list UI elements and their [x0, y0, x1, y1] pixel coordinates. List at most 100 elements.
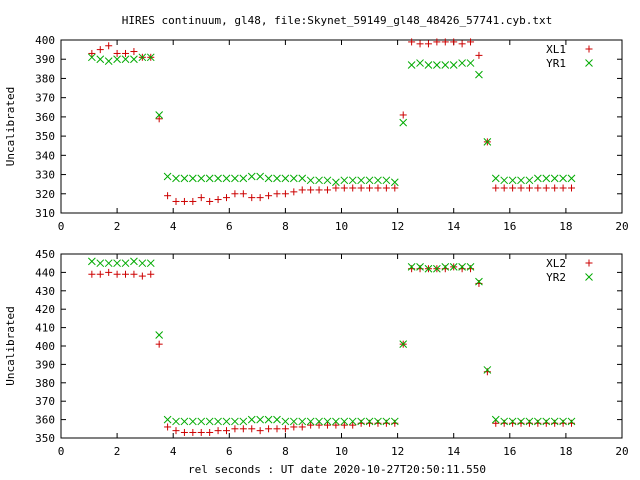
panel-2-YR2-point-b	[256, 415, 265, 424]
panel-2-YR2-point	[550, 417, 559, 426]
panel-1-YR1-point-b	[256, 172, 265, 181]
panel-1-XL1-point	[542, 184, 550, 192]
panel-2-YR2-point-b	[567, 417, 576, 426]
panel-1-YR1-point	[146, 53, 155, 62]
panel-2-YR2-point-b	[130, 257, 138, 266]
panel-2-YR2-point	[483, 366, 492, 374]
panel-1-YR1-point-b	[88, 53, 96, 62]
panel-2-xtick-label: 6	[226, 445, 233, 458]
panel-1-XL1-point	[391, 184, 399, 192]
panel-2-YR2-point-b	[416, 263, 424, 271]
panel-2-YR2-point-b	[146, 259, 155, 268]
panel-1-YR1-point-b	[424, 61, 433, 69]
panel-2-YR2-point-b	[205, 417, 214, 426]
panel-1-YR1-point	[130, 55, 138, 64]
panel-2-YR2-point-b	[365, 417, 374, 426]
panel-2-YR2-point-b	[104, 259, 113, 268]
panel-1-YR1-point-b	[449, 61, 458, 69]
panel-2-ytick-label: 450	[35, 248, 55, 261]
panel-1-YR1-point-b	[281, 174, 290, 183]
panel-1-YR1-point-b	[340, 176, 349, 185]
panel-1-YR1-point	[113, 55, 121, 64]
panel-1-YR1-point-b	[483, 138, 492, 146]
panel-2-YR2-point-b	[281, 417, 290, 426]
panel-1-YR1-point-b	[172, 174, 180, 183]
panel-1-YR1-point-b	[104, 57, 113, 65]
panel-2-XL2-point	[197, 428, 205, 436]
panel-2-YR2-point	[264, 415, 273, 424]
panel-1-XL1-point	[298, 186, 306, 194]
panel-1-series-XL1	[88, 38, 576, 205]
panel-2-XL2-point	[88, 270, 96, 278]
panel-1-ytick-label: 330	[35, 169, 55, 182]
panel-2-xtick-label: 10	[335, 445, 348, 458]
panel-1-YR1-point	[315, 176, 323, 185]
panel-2-legend-label: YR2	[546, 271, 566, 284]
panel-2-YR2-point-b	[533, 417, 542, 426]
panel-2-YR2-point	[104, 259, 113, 268]
panel-1-legend-label: YR1	[546, 57, 566, 70]
panel-1-YR1-point	[399, 118, 408, 127]
panel-1-YR1-point	[365, 176, 374, 185]
panel-2-XL2-point	[96, 270, 104, 278]
panel-1-XL1-point	[315, 186, 323, 194]
panel-2-XL2-point	[256, 427, 264, 435]
panel-2-YR2-point-b	[96, 259, 105, 268]
panel-1-ytick-label: 310	[35, 207, 55, 220]
panel-2-YR2-point	[172, 417, 180, 426]
panel-2-YR2-point-b	[475, 277, 483, 286]
panel-1-ytick-label: 390	[35, 53, 55, 66]
panel-1-XL1-point	[408, 38, 416, 46]
panel-1-YR1-point	[188, 174, 197, 183]
panel-2-YR2-point-b	[348, 417, 357, 426]
panel-2-YR2-point	[416, 263, 424, 271]
panel-2-xtick-label: 20	[615, 445, 628, 458]
panel-1-xtick-label: 10	[335, 220, 348, 233]
panel-2-YR2-point-b	[264, 415, 273, 424]
panel-2-YR2-point-b	[550, 417, 559, 426]
panel-2-YR2-point	[239, 417, 248, 426]
panel-2-YR2-point-b	[298, 417, 307, 426]
panel-1-YR1-point	[247, 172, 256, 181]
panel-1-YR1-point-b	[441, 61, 450, 69]
panel-2-YR2-point	[289, 417, 298, 426]
panel-1-YR1-point	[289, 174, 298, 183]
panel-1-YR1-point	[517, 176, 525, 185]
panel-1-legend-marker	[585, 45, 593, 53]
panel-1-YR1-point	[332, 178, 340, 187]
panel-2-YR2-point-b	[113, 259, 121, 268]
panel-1-YR1-point-b	[289, 174, 298, 183]
panel-1-XL1-point	[525, 184, 533, 192]
panel-1-YR1-point	[500, 176, 509, 185]
panel-1-YR1-point-b	[239, 174, 248, 183]
panel-1-ytick-label: 380	[35, 72, 55, 85]
panel-2-XL2-point	[138, 272, 146, 280]
panel-1-XL1-point	[416, 40, 424, 48]
panel-1-YR1-point	[567, 174, 576, 183]
panel-1-YR1-point-b	[332, 178, 340, 187]
panel-2-XL2-point	[113, 270, 121, 278]
panel-2-YR2-point	[340, 417, 349, 426]
panel-1-XL1-point	[105, 42, 113, 50]
panel-2-YR2-point-b	[491, 415, 500, 424]
panel-2-YR2-point	[163, 415, 172, 424]
panel-2-YR2-point-b	[214, 417, 222, 426]
panel-1-XL1-point	[96, 46, 104, 54]
panel-1-XL1-point	[323, 186, 331, 194]
panel-2-ytick-label: 370	[35, 395, 55, 408]
panel-2-YR2-point-b	[306, 417, 315, 426]
panel-1-XL1-point	[534, 184, 542, 192]
panel-1-YR1-point	[433, 61, 441, 69]
panel-2-series-YR2	[88, 257, 576, 426]
panel-1-YR1-point	[533, 174, 542, 183]
panel-1-YR1-point-b	[188, 174, 197, 183]
panel-1-YR1-point	[382, 176, 391, 185]
panel-2-YR2-point	[306, 417, 315, 426]
panel-1-YR1-point	[306, 176, 315, 185]
panel-1-YR1-point	[357, 176, 365, 185]
panel-2-XL2-point	[130, 270, 138, 278]
panel-2-YR2-point	[298, 417, 307, 426]
panel-2-XL2-point	[349, 421, 357, 429]
panel-1-YR1-point	[214, 174, 222, 183]
panel-2-YR2-point	[533, 417, 542, 426]
